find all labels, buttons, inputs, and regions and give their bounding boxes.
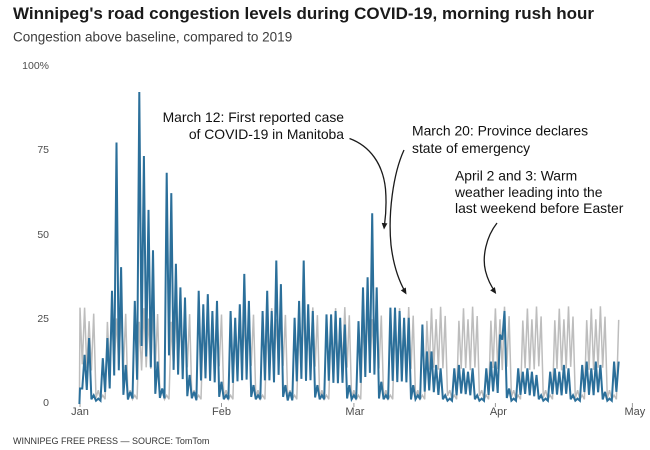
svg-text:25: 25 [37, 313, 49, 325]
svg-text:0: 0 [43, 397, 49, 409]
svg-text:Jan: Jan [71, 406, 89, 418]
svg-text:100%: 100% [22, 60, 49, 72]
svg-text:last weekend before Easter: last weekend before Easter [455, 200, 624, 216]
svg-text:May: May [625, 406, 646, 418]
svg-text:March 20: Province declares: March 20: Province declares [412, 123, 588, 139]
svg-text:50: 50 [37, 229, 49, 241]
svg-text:April 2 and 3: Warm: April 2 and 3: Warm [455, 168, 577, 184]
svg-text:state of emergency: state of emergency [412, 140, 530, 156]
svg-text:March 12: First reported case: March 12: First reported case [163, 109, 345, 125]
svg-text:Apr: Apr [490, 406, 507, 418]
svg-text:of COVID-19 in Manitoba: of COVID-19 in Manitoba [189, 126, 344, 142]
svg-text:Winnipeg's road congestion lev: Winnipeg's road congestion levels during… [13, 4, 594, 23]
svg-text:Congestion above baseline, com: Congestion above baseline, compared to 2… [13, 30, 292, 45]
svg-text:Mar: Mar [345, 406, 364, 418]
svg-text:WINNIPEG FREE PRESS — SOURCE:: WINNIPEG FREE PRESS — SOURCE: TomTom [13, 436, 209, 446]
svg-text:75: 75 [37, 144, 49, 156]
svg-text:weather leading into the: weather leading into the [454, 184, 603, 200]
svg-text:Feb: Feb [212, 406, 231, 418]
